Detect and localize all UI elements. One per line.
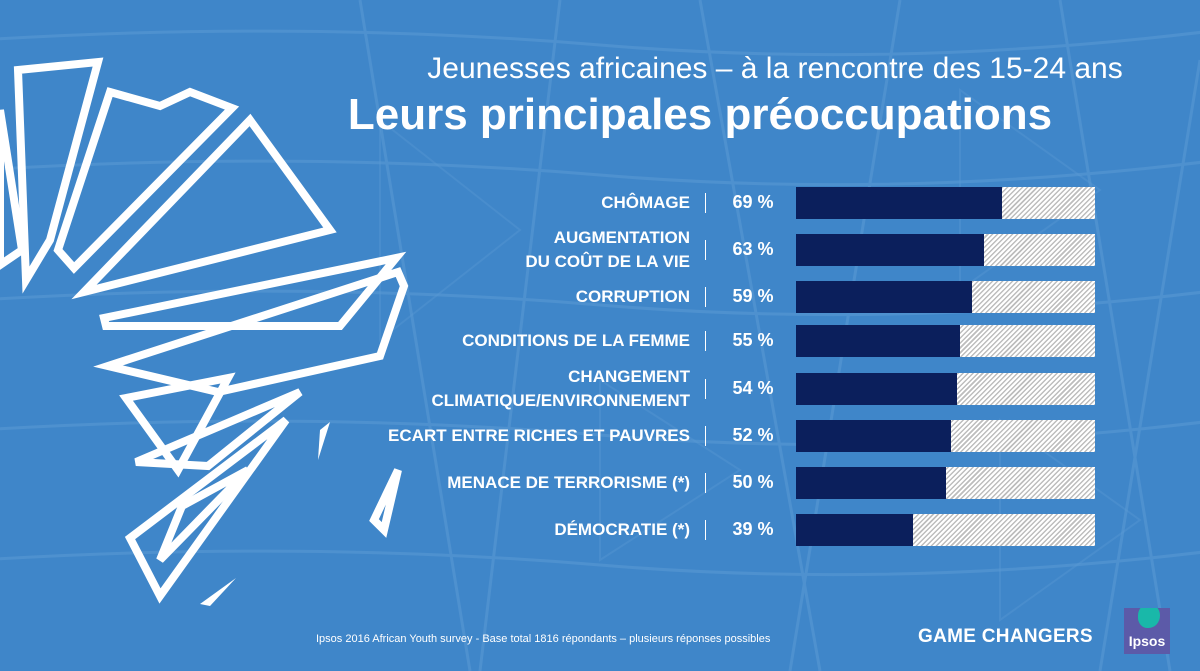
category-label-line1: CORRUPTION [575, 287, 690, 306]
category-label: DÉMOCRATIE (*) [370, 518, 690, 542]
bar [796, 420, 951, 452]
category-label-line2: DU COÛT DE LA VIE [525, 252, 690, 271]
category-label: ECART ENTRE RICHES ET PAUVRES [370, 424, 690, 448]
category-label-line1: MENACE DE TERRORISME (*) [447, 473, 690, 492]
bar-track [796, 325, 1095, 357]
row-separator [705, 287, 706, 307]
bar [796, 373, 957, 405]
bar [796, 514, 913, 546]
value-label: 50 % [732, 472, 774, 492]
bar [796, 234, 984, 266]
row-separator [705, 379, 706, 399]
game-changers-wordmark: GAME CHANGERS [918, 626, 1093, 647]
row-separator [705, 473, 706, 493]
ipsos-logo-text: Ipsos [1128, 633, 1166, 649]
bar-track [796, 373, 1095, 405]
category-label: AUGMENTATION DU COÛT DE LA VIE [370, 226, 690, 274]
value-label: 54 % [732, 378, 774, 398]
row-separator [705, 520, 706, 540]
value-label: 59 % [732, 286, 774, 306]
bar-track [796, 234, 1095, 266]
value-label: 63 % [732, 239, 774, 259]
category-label: CORRUPTION [370, 285, 690, 309]
category-label-line1: CHÔMAGE [601, 193, 690, 212]
bar [796, 281, 972, 313]
value-label: 39 % [732, 519, 774, 539]
bar-track [796, 420, 1095, 452]
value-label: 69 % [732, 192, 774, 212]
bar [796, 325, 960, 357]
bar-track [796, 281, 1095, 313]
value-label: 55 % [732, 330, 774, 350]
chart-title: Leurs principales préoccupations [347, 90, 1053, 139]
bar-track [796, 467, 1095, 499]
category-label-line1: AUGMENTATION [553, 228, 690, 247]
category-label: MENACE DE TERRORISME (*) [370, 471, 690, 495]
bar-track [796, 514, 1095, 546]
row-separator [705, 193, 706, 213]
chart-subtitle: Jeunesses africaines – à la rencontre de… [427, 52, 1123, 85]
category-label-line1: ECART ENTRE RICHES ET PAUVRES [388, 426, 690, 445]
ipsos-logo: Ipsos [1124, 608, 1170, 654]
africa-map-illustration [0, 57, 409, 606]
row-separator [705, 240, 706, 260]
category-label-line1: CHANGEMENT [568, 367, 690, 386]
bar [796, 467, 946, 499]
category-label-line1: DÉMOCRATIE (*) [554, 520, 690, 539]
bar-track [796, 187, 1095, 219]
value-label: 52 % [732, 425, 774, 445]
footer-source-note: Ipsos 2016 African Youth survey - Base t… [316, 633, 771, 645]
category-label: CONDITIONS DE LA FEMME [370, 329, 690, 353]
bar [796, 187, 1002, 219]
category-label-line2: CLIMATIQUE/ENVIRONNEMENT [431, 391, 690, 410]
row-separator [705, 331, 706, 351]
ipsos-logo-mark [1138, 608, 1160, 628]
row-separator [705, 426, 706, 446]
category-label: CHÔMAGE [370, 191, 690, 215]
category-label: CHANGEMENT CLIMATIQUE/ENVIRONNEMENT [370, 365, 690, 413]
category-label-line1: CONDITIONS DE LA FEMME [462, 331, 690, 350]
